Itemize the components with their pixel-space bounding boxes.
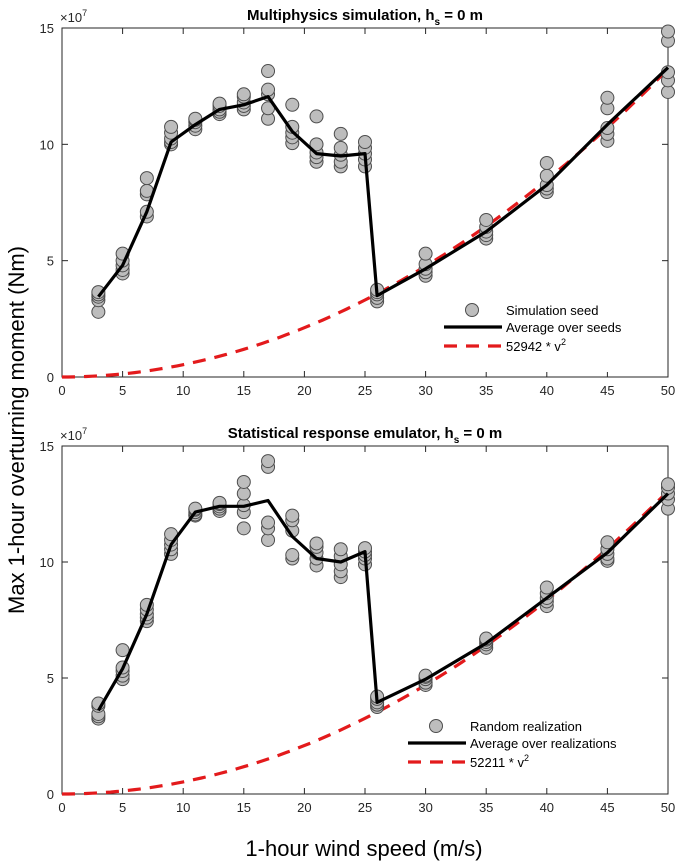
data-point [309, 137, 324, 152]
legend-label-points: Simulation seed [506, 303, 599, 318]
data-point [539, 580, 554, 595]
data-point [261, 515, 276, 530]
x-tick-label: 40 [540, 800, 554, 815]
x-tick-label: 10 [176, 800, 190, 815]
y-tick-label: 10 [40, 137, 54, 152]
x-tick-label: 50 [661, 800, 675, 815]
data-point [261, 82, 276, 97]
x-tick-label: 15 [237, 800, 251, 815]
legend-box [404, 716, 666, 788]
data-point [661, 477, 675, 492]
legend-marker-point [429, 719, 443, 733]
data-point [236, 521, 251, 536]
data-point [333, 126, 348, 141]
x-tick-label: 35 [479, 383, 493, 398]
data-point [600, 121, 615, 136]
data-point [358, 135, 372, 150]
data-point [91, 285, 106, 300]
data-point [285, 508, 300, 523]
data-point [539, 155, 554, 170]
data-point [333, 542, 348, 557]
legend-label-points: Random realization [470, 719, 582, 734]
y-exponent-label: ×107 [60, 8, 87, 25]
legend-label-average: Average over realizations [470, 736, 617, 751]
x-tick-label: 30 [418, 800, 432, 815]
data-point [261, 64, 276, 79]
x-tick-label: 40 [540, 383, 554, 398]
data-point [333, 140, 348, 155]
data-point [236, 474, 251, 489]
data-point [261, 532, 276, 547]
x-tick-label: 30 [418, 383, 432, 398]
y-tick-label: 15 [40, 21, 54, 36]
data-point [285, 97, 300, 112]
data-point [285, 548, 300, 563]
y-exponent-label: ×107 [60, 426, 87, 443]
y-axis-label: Max 1-hour overturning moment (Nm) [4, 246, 29, 614]
y-tick-label: 10 [40, 555, 54, 570]
chart-title: Multiphysics simulation, hs = 0 m [247, 7, 483, 28]
chart-title: Statistical response emulator, hs = 0 m [228, 425, 502, 446]
data-point [479, 212, 494, 227]
x-tick-label: 25 [358, 800, 372, 815]
x-axis-label: 1-hour wind speed (m/s) [245, 836, 482, 861]
x-tick-label: 20 [297, 383, 311, 398]
data-point [661, 24, 675, 39]
x-tick-label: 0 [58, 800, 65, 815]
data-point [309, 109, 324, 124]
x-tick-label: 15 [237, 383, 251, 398]
legend-label-fit: 52942 * v2 [506, 337, 566, 354]
y-tick-label: 0 [47, 370, 54, 385]
top-panel-simulation: 0 5 10 15 20 25 30 35 40 45 50 0 5 10 15 ×107 Multiphysi… [40, 7, 676, 398]
data-point [661, 84, 675, 99]
average-line [97, 66, 670, 298]
y-tick-label: 0 [47, 787, 54, 802]
legend: Simulation seed Average over seeds 52942 *… [440, 300, 666, 372]
y-tick-label: 15 [40, 439, 54, 454]
x-tick-label: 45 [600, 800, 614, 815]
y-tick-label: 5 [47, 254, 54, 269]
data-point [418, 246, 433, 261]
data-point [164, 119, 179, 134]
average-line [97, 492, 670, 712]
data-point [236, 486, 251, 501]
x-tick-label: 45 [600, 383, 614, 398]
x-tick-label: 20 [297, 800, 311, 815]
x-tick-label: 5 [119, 800, 126, 815]
x-tick-label: 25 [358, 383, 372, 398]
y-tick-label: 5 [47, 671, 54, 686]
legend: Random realization Average over realizati… [404, 716, 666, 788]
x-tick-label: 5 [119, 383, 126, 398]
x-tick-label: 35 [479, 800, 493, 815]
legend-label-average: Average over seeds [506, 320, 622, 335]
data-point [600, 90, 615, 105]
x-tick-label: 10 [176, 383, 190, 398]
data-point [309, 536, 324, 551]
data-point [600, 535, 615, 550]
x-tick-label: 50 [661, 383, 675, 398]
data-point [91, 304, 106, 319]
bottom-panel-emulator: 0 5 10 15 20 25 30 35 40 45 50 0 5 10 15 ×107 Statistica… [40, 425, 676, 815]
legend-marker-point [465, 303, 479, 317]
data-point [236, 87, 251, 102]
x-tick-label: 0 [58, 383, 65, 398]
data-point [261, 454, 276, 469]
data-point [139, 171, 154, 186]
legend-label-fit: 52211 * v2 [470, 753, 529, 770]
